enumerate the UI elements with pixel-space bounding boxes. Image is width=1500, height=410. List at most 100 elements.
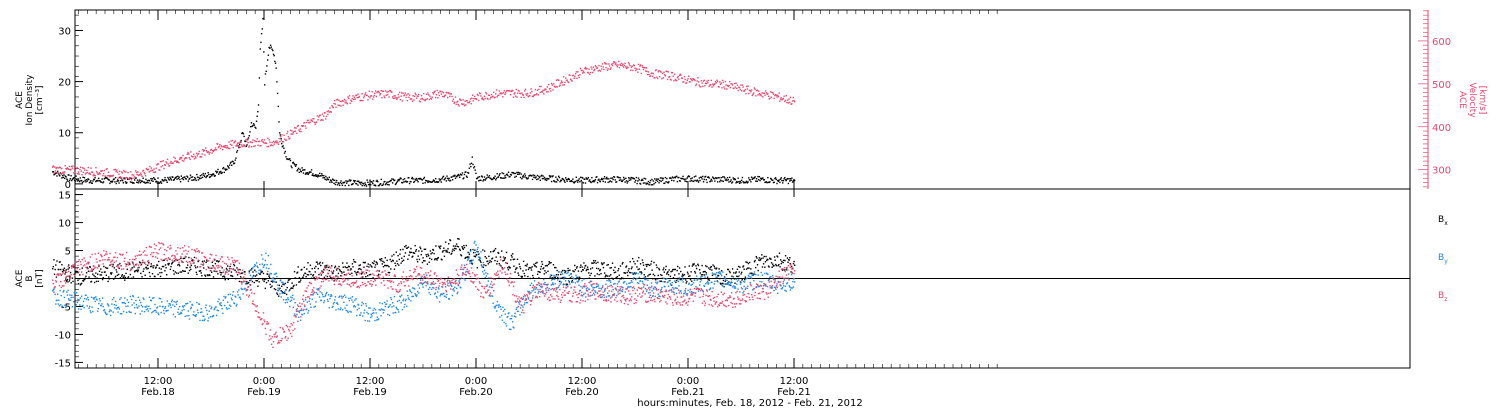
data-point xyxy=(637,268,639,271)
data-point xyxy=(561,177,563,180)
data-point xyxy=(116,265,118,267)
data-point xyxy=(608,275,611,277)
data-point xyxy=(586,290,589,292)
data-point xyxy=(552,264,555,266)
data-point xyxy=(186,266,188,269)
data-point xyxy=(99,173,101,175)
data-point xyxy=(701,264,703,267)
data-point xyxy=(604,181,607,183)
data-point xyxy=(488,255,490,258)
data-point xyxy=(553,85,556,87)
data-point xyxy=(116,274,119,277)
data-point xyxy=(136,173,138,176)
data-point xyxy=(106,267,109,269)
data-point xyxy=(682,281,684,283)
data-point xyxy=(549,176,551,178)
data-point xyxy=(319,261,321,264)
data-point xyxy=(68,264,70,266)
data-point xyxy=(792,96,794,99)
data-point xyxy=(610,266,613,269)
data-point xyxy=(230,268,233,270)
data-point xyxy=(72,177,74,180)
data-point xyxy=(181,309,183,312)
data-point xyxy=(447,243,450,245)
data-point xyxy=(192,156,194,158)
data-point xyxy=(200,155,202,158)
data-point xyxy=(536,178,538,181)
data-point xyxy=(512,172,514,174)
data-point xyxy=(86,180,89,182)
data-point xyxy=(700,176,702,178)
data-point xyxy=(398,179,400,182)
data-point xyxy=(780,262,782,265)
data-point xyxy=(71,306,74,308)
data-point xyxy=(196,248,198,250)
data-point xyxy=(380,259,382,262)
data-point xyxy=(216,143,218,145)
data-point xyxy=(736,181,739,183)
data-point xyxy=(709,287,712,289)
data-point xyxy=(135,170,137,172)
data-point xyxy=(447,92,450,94)
data-point xyxy=(566,180,568,182)
data-point xyxy=(164,248,166,251)
data-point xyxy=(754,88,756,91)
data-point xyxy=(302,309,304,312)
data-point xyxy=(125,311,128,314)
data-point xyxy=(503,321,505,324)
data-point xyxy=(759,179,761,182)
data-point xyxy=(76,166,78,169)
data-point xyxy=(268,274,271,276)
data-point xyxy=(428,180,431,183)
data-point xyxy=(616,277,618,280)
data-point xyxy=(783,95,785,97)
data-point xyxy=(248,135,250,137)
data-point xyxy=(283,283,285,286)
data-point xyxy=(281,146,284,148)
data-point xyxy=(210,307,212,310)
data-point xyxy=(779,284,781,286)
data-point xyxy=(743,285,745,288)
data-point xyxy=(255,262,258,264)
data-point xyxy=(655,179,657,181)
data-point xyxy=(743,90,745,92)
data-point xyxy=(768,266,770,268)
data-point xyxy=(395,306,397,309)
data-point xyxy=(793,99,795,102)
data-point xyxy=(370,265,373,267)
data-point xyxy=(521,94,524,96)
data-point xyxy=(161,160,163,163)
data-point xyxy=(346,103,349,105)
data-point xyxy=(518,274,520,276)
data-point xyxy=(316,115,319,117)
data-point xyxy=(403,178,406,180)
data-point xyxy=(352,95,354,97)
data-point xyxy=(133,182,135,184)
data-point xyxy=(338,265,340,268)
data-point xyxy=(783,285,785,287)
data-point xyxy=(566,283,569,286)
data-point xyxy=(759,259,761,262)
data-point xyxy=(649,179,652,182)
data-point xyxy=(183,160,185,162)
data-point xyxy=(738,86,741,89)
data-point xyxy=(273,54,275,57)
data-point xyxy=(100,304,103,307)
data-point xyxy=(609,267,611,269)
data-point xyxy=(53,273,56,276)
data-point xyxy=(101,297,104,299)
data-point xyxy=(767,265,770,267)
data-point xyxy=(154,171,157,173)
data-point xyxy=(593,69,595,72)
data-point xyxy=(639,65,641,67)
data-point xyxy=(71,267,73,269)
data-point xyxy=(202,261,204,264)
data-point xyxy=(606,178,609,180)
data-point xyxy=(127,171,129,174)
data-point xyxy=(198,303,201,305)
data-point xyxy=(349,297,352,299)
data-point xyxy=(90,268,93,270)
data-point xyxy=(264,259,267,262)
data-point xyxy=(653,261,655,264)
data-point xyxy=(280,139,283,141)
